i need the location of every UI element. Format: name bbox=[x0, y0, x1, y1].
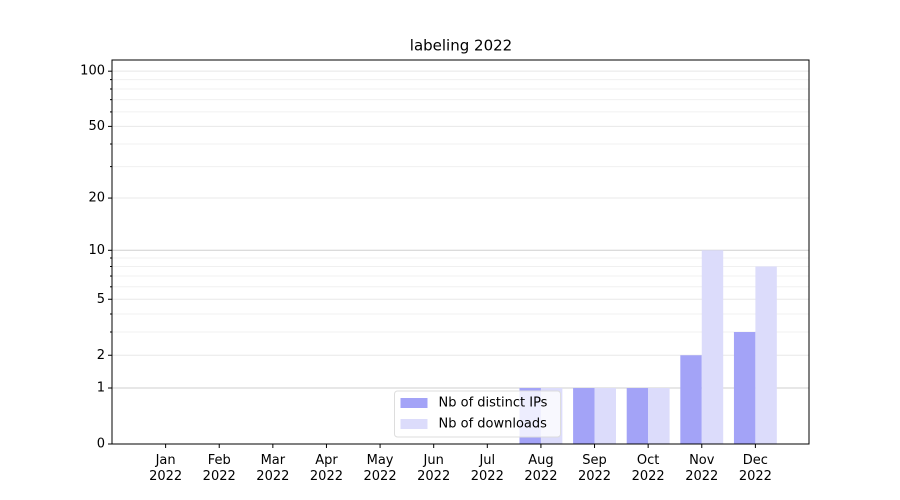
bar bbox=[701, 250, 724, 444]
y-tick-label: 50 bbox=[88, 119, 105, 134]
x-tick-label: Jan 2022 bbox=[149, 453, 183, 484]
y-tick-label: 0 bbox=[97, 437, 105, 452]
y-tick-label: 1 bbox=[97, 381, 105, 396]
y-tick-label: 20 bbox=[88, 191, 105, 206]
legend: Nb of distinct IPs Nb of downloads bbox=[394, 390, 561, 438]
bar bbox=[594, 388, 616, 444]
x-tick-label: Feb 2022 bbox=[202, 453, 236, 484]
x-tick-label: Jul 2022 bbox=[470, 453, 504, 484]
y-tick-label: 100 bbox=[80, 64, 105, 79]
x-tick-label: Aug 2022 bbox=[524, 453, 558, 484]
legend-label: Nb of downloads bbox=[439, 417, 548, 432]
bar bbox=[755, 266, 777, 444]
y-tick-label: 5 bbox=[97, 292, 105, 307]
x-tick-label: Jun 2022 bbox=[417, 453, 451, 484]
x-tick-label: Nov 2022 bbox=[685, 453, 719, 484]
bar bbox=[648, 388, 670, 444]
legend-swatch bbox=[400, 398, 428, 408]
bar bbox=[573, 388, 595, 444]
x-tick-label: Oct 2022 bbox=[631, 453, 665, 484]
x-tick-label: Apr 2022 bbox=[309, 453, 343, 484]
x-tick-label: Sep 2022 bbox=[577, 453, 612, 484]
x-tick-label: Dec 2022 bbox=[738, 453, 772, 484]
plot-frame bbox=[111, 59, 810, 445]
x-tick-label: Mar 2022 bbox=[256, 453, 290, 484]
bar bbox=[626, 388, 649, 444]
legend-label: Nb of distinct IPs bbox=[439, 396, 548, 411]
bar bbox=[680, 355, 702, 444]
legend-box bbox=[394, 390, 561, 438]
y-tick-label: 10 bbox=[88, 243, 105, 258]
x-tick-label: May 2022 bbox=[363, 453, 397, 484]
chart-title: labeling 2022 bbox=[410, 37, 512, 55]
bar bbox=[733, 332, 756, 444]
y-tick-label: 2 bbox=[97, 348, 105, 363]
legend-swatch bbox=[400, 419, 428, 429]
